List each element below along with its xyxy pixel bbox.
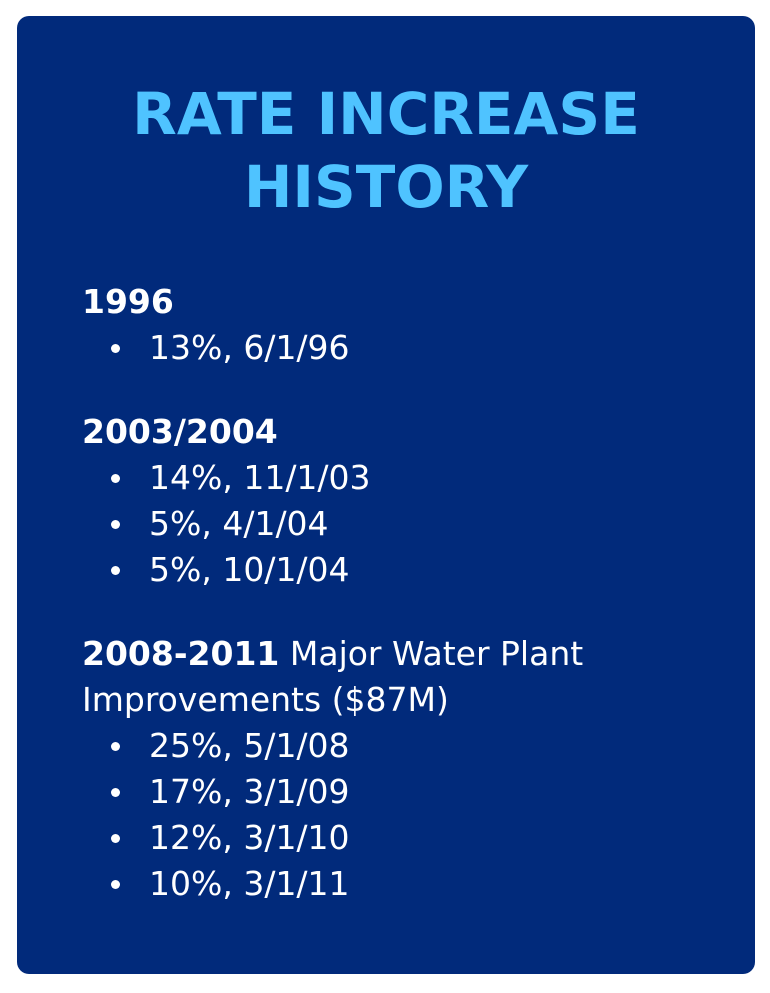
bullet-icon: [111, 344, 120, 353]
increase-text: 10%, 3/1/11: [149, 864, 350, 903]
list-item: 5%, 10/1/04: [82, 547, 722, 593]
list-item: 12%, 3/1/10: [82, 815, 722, 861]
increase-list: 25%, 5/1/08 17%, 3/1/09 12%, 3/1/10 10%,…: [82, 723, 722, 907]
increase-text: 25%, 5/1/08: [149, 726, 350, 765]
bullet-icon: [111, 566, 120, 575]
increase-list: 13%, 6/1/96: [82, 325, 722, 371]
title-line-2: HISTORY: [243, 153, 529, 221]
increase-text: 5%, 10/1/04: [149, 550, 350, 589]
bullet-icon: [111, 474, 120, 483]
page-title: RATE INCREASE HISTORY: [17, 78, 755, 224]
section-year: 2008-2011: [82, 634, 280, 673]
section-year: 1996: [82, 282, 174, 321]
rate-history-card: RATE INCREASE HISTORY 1996 13%, 6/1/96 2…: [17, 16, 755, 974]
bullet-icon: [111, 520, 120, 529]
section-1996: 1996 13%, 6/1/96: [82, 279, 722, 371]
increase-text: 5%, 4/1/04: [149, 504, 329, 543]
title-line-1: RATE INCREASE: [132, 80, 640, 148]
increase-text: 12%, 3/1/10: [149, 818, 350, 857]
list-item: 10%, 3/1/11: [82, 861, 722, 907]
section-heading: 2003/2004: [82, 409, 722, 455]
increase-text: 17%, 3/1/09: [149, 772, 350, 811]
bullet-icon: [111, 880, 120, 889]
increase-list: 14%, 11/1/03 5%, 4/1/04 5%, 10/1/04: [82, 455, 722, 593]
list-item: 13%, 6/1/96: [82, 325, 722, 371]
section-year: 2003/2004: [82, 412, 278, 451]
list-item: 14%, 11/1/03: [82, 455, 722, 501]
section-2008-2011: 2008-2011 Major Water Plant Improvements…: [82, 631, 722, 907]
list-item: 17%, 3/1/09: [82, 769, 722, 815]
section-heading: 2008-2011 Major Water Plant Improvements…: [82, 631, 722, 723]
bullet-icon: [111, 742, 120, 751]
list-item: 25%, 5/1/08: [82, 723, 722, 769]
section-note: Major Water Plant Improvements ($87M): [82, 634, 584, 719]
increase-text: 14%, 11/1/03: [149, 458, 371, 497]
section-2003-2004: 2003/2004 14%, 11/1/03 5%, 4/1/04 5%, 10…: [82, 409, 722, 593]
bullet-icon: [111, 788, 120, 797]
section-heading: 1996: [82, 279, 722, 325]
bullet-icon: [111, 834, 120, 843]
list-item: 5%, 4/1/04: [82, 501, 722, 547]
rate-history-list: 1996 13%, 6/1/96 2003/2004 14%, 11/1/03 …: [82, 279, 722, 945]
increase-text: 13%, 6/1/96: [149, 328, 350, 367]
